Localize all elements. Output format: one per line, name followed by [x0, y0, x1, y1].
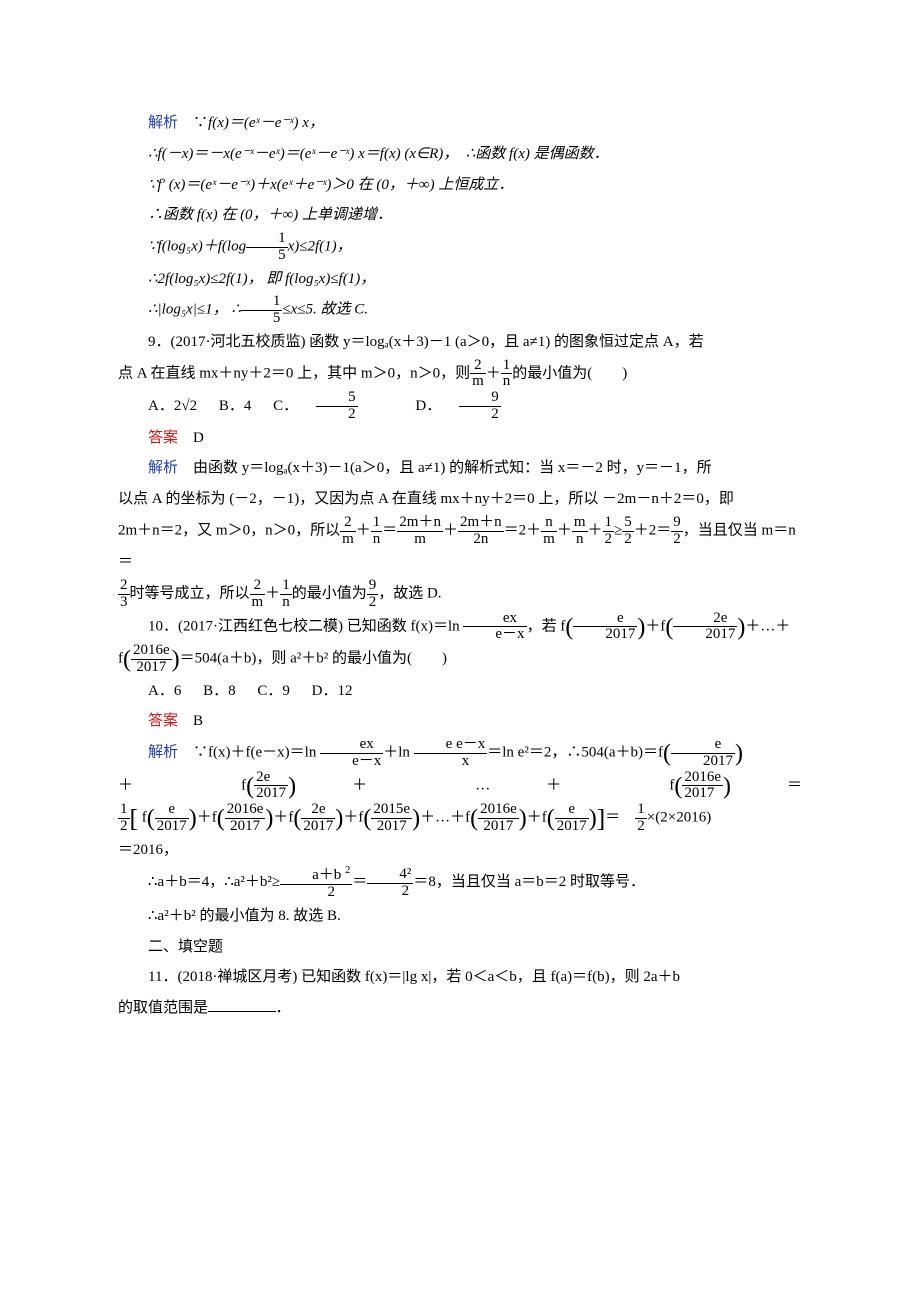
q10-exp-f: ∴a²＋b² 的最小值为 8. 故选 B. — [118, 901, 802, 932]
section-2-title: 二、填空题 — [118, 932, 802, 963]
q11-stem-a: 11．(2018·禅城区月考) 已知函数 f(x)＝|lg x|，若 0＜a＜b… — [118, 962, 802, 993]
q10-exp-d: ＝2016， — [118, 835, 802, 866]
blockA-line6: ∴2f(log₅x)≤2f(1)， 即 f(log₅x)≤f(1)， — [118, 264, 802, 295]
label-answer: 答案 — [148, 430, 178, 446]
q9-optA: A．2√2 — [148, 398, 197, 414]
blockA-line3: ∵f′ (x)＝(eˣ－e⁻ˣ)＋x(eˣ＋e⁻ˣ)＞0 在 (0，＋∞) 上恒… — [118, 170, 802, 201]
q10-optA: A．6 — [148, 683, 181, 699]
q9-exp-d: 23时等号成立，所以2m＋1n的最小值为92，故选 D. — [118, 578, 802, 611]
q10-optD: D．12 — [312, 683, 353, 699]
q9-stem-a: 9．(2017·河北五校质监) 函数 y＝logₐ(x＋3)－1 (a＞0，且 … — [118, 327, 802, 358]
q9-optD: D．92 — [415, 398, 536, 414]
q9-optC: C．52 — [273, 398, 394, 414]
q10-exp-c: 12[ f(e2017)＋f(2016e2017)＋f(2e2017)＋f(20… — [118, 802, 802, 835]
q9-answer: 答案 D — [118, 423, 802, 454]
q10-exp-e: ∴a＋b＝4，∴a²＋b²≥a＋b 22＝4²2＝8，当且仅当 a＝b＝2 时取… — [118, 865, 802, 901]
q10-answer: 答案 B — [118, 706, 802, 737]
q11-stem-b: 的取值范围是． — [118, 993, 802, 1024]
q10-optC: C．9 — [257, 683, 290, 699]
q9-exp-c: 2m＋n＝2，又 m＞0，n＞0，所以2m＋1n＝2m＋nm＋2m＋n2n＝2＋… — [118, 515, 802, 578]
q10-stem-a: 10．(2017·江西红色七校二模) 已知函数 f(x)＝ln exe－x，若 … — [118, 611, 802, 644]
q10-optB: B．8 — [203, 683, 236, 699]
q10-exp-a: 解析 ∵f(x)＋f(e－x)＝ln exe－x＋ln e e－xx＝ln e²… — [118, 737, 802, 770]
frac-one-fifth-b: 15 — [241, 294, 283, 327]
blockA-line5: ∵f(log₅x)＋f(log15x)≤2f(1)， — [118, 231, 802, 264]
q9-optB: B．4 — [219, 398, 252, 414]
q11-blank — [208, 998, 276, 1013]
frac-2-m: 2m — [470, 358, 486, 391]
label-analysis: 解析 — [148, 115, 178, 131]
blockA-line7: ∴|log₅x|≤1， ∴15≤x≤5. 故选 C. — [118, 294, 802, 327]
blockA-line4: ∴函数 f(x) 在 (0，＋∞) 上单调递增． — [118, 200, 802, 231]
frac-1-n: 1n — [501, 358, 513, 391]
q10-stem-b: f(2016e2017)＝504(a＋b)，则 a²＋b² 的最小值为( ) — [118, 643, 802, 676]
frac-one-fifth: 15 — [246, 231, 288, 264]
q9-exp-b: 以点 A 的坐标为 (－2，－1)，又因为点 A 在直线 mx＋ny＋2＝0 上… — [118, 484, 802, 515]
q10-options: A．6 B．8 C．9 D．12 — [118, 676, 802, 707]
q10-exp-b: ＋ f(2e2017) ＋ … ＋ f(2016e2017) ＝ — [118, 770, 802, 803]
q9-exp-a: 解析 由函数 y＝logₐ(x＋3)－1(a＞0，且 a≠1) 的解析式知：当 … — [118, 453, 802, 484]
blockA-line1: 解析 ∵f(x)＝(eˣ－e⁻ˣ) x， — [118, 108, 802, 139]
q9-options: A．2√2 B．4 C．52 D．92 — [118, 390, 802, 423]
q9-stem-b: 点 A 在直线 mx＋ny＋2＝0 上，其中 m＞0，n＞0，则2m＋1n的最小… — [118, 358, 802, 391]
blockA-line2: ∴f(－x)＝－x(e⁻ˣ－eˣ)＝(eˣ－e⁻ˣ) x＝f(x) (x∈R)，… — [118, 139, 802, 170]
page: 解析 ∵f(x)＝(eˣ－e⁻ˣ) x， ∴f(－x)＝－x(e⁻ˣ－eˣ)＝(… — [0, 0, 920, 1302]
